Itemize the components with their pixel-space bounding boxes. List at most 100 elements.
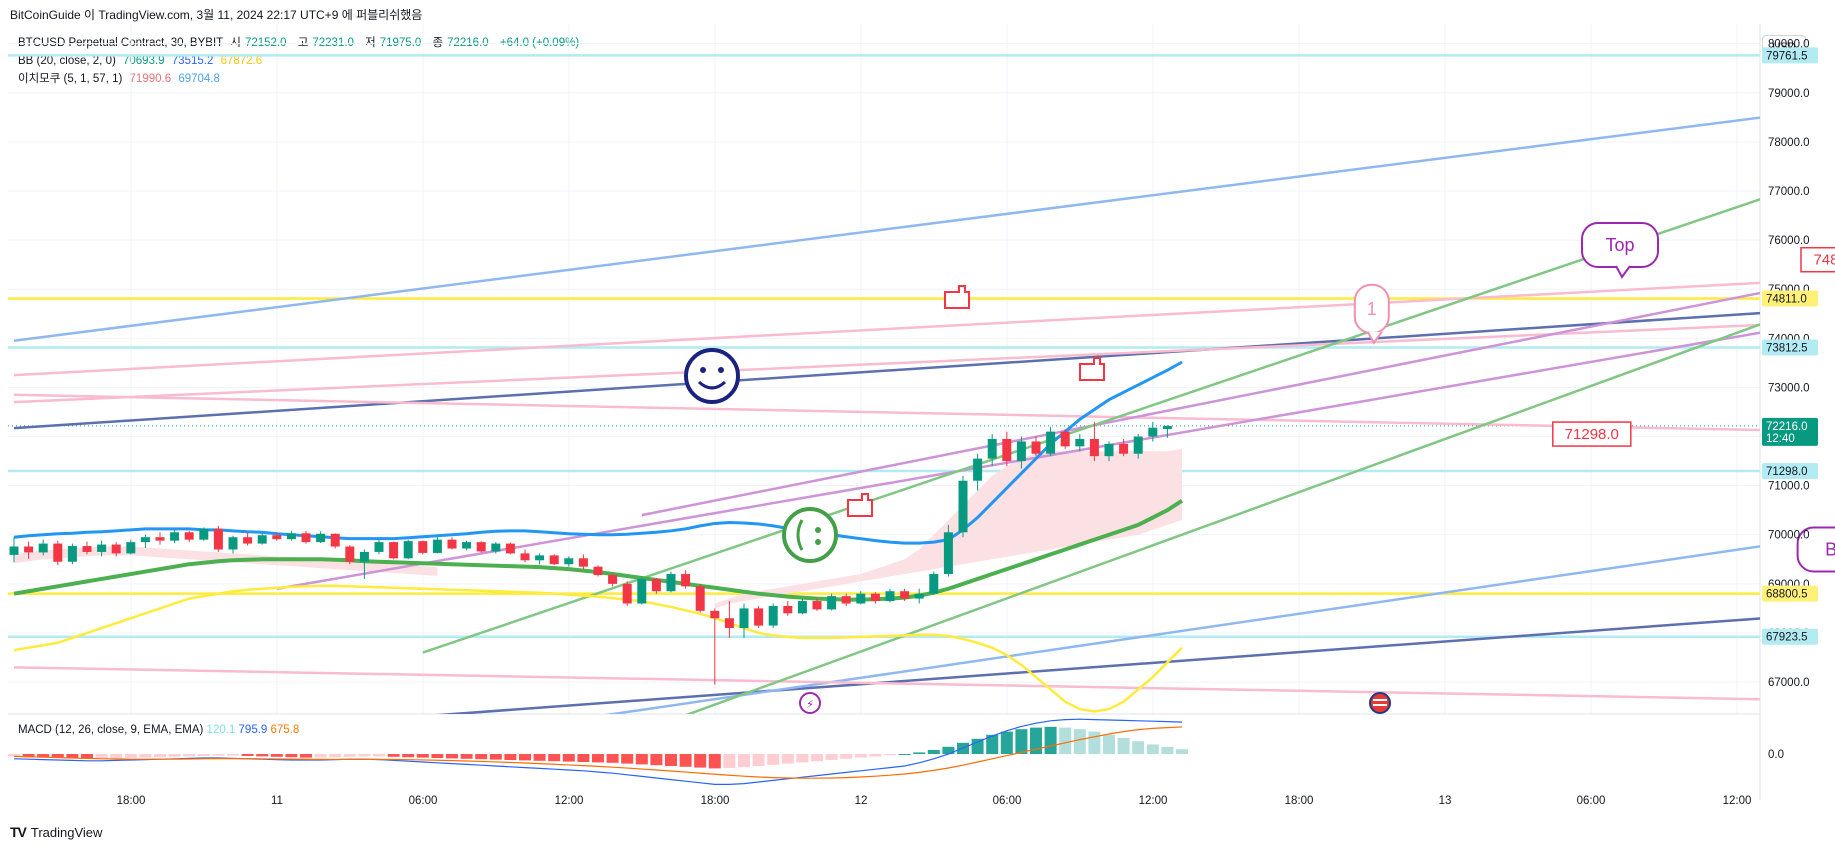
lightning-event-icon: ⚡: [799, 692, 821, 714]
tradingview-logo-icon[interactable]: TV: [10, 824, 27, 840]
smiley-eye: [718, 367, 724, 373]
bb-upper-value: 73515.2: [171, 55, 214, 67]
macd-histogram-bar: [971, 738, 984, 754]
candle-body: [67, 546, 77, 562]
macd-histogram-bar: [81, 754, 93, 759]
price-label-box: [1552, 421, 1632, 447]
candle-body: [403, 541, 413, 559]
pointing-hand-icon: [1079, 357, 1105, 381]
price-tick-label: 73000.0: [1768, 382, 1810, 394]
candle-body: [97, 544, 107, 552]
time-tick-label: 06:00: [1577, 795, 1606, 807]
candle-body: [724, 618, 734, 629]
bb-legend-row[interactable]: BB (20, close, 2, 0) 70693.9 73515.2 678…: [18, 52, 583, 70]
candle-body: [1016, 441, 1026, 462]
green-face-eye: [815, 539, 821, 545]
candle-body: [126, 542, 136, 554]
trend-line: [436, 617, 1760, 714]
candle-body: [359, 551, 369, 562]
macd-histogram-bar: [577, 754, 590, 762]
candle-body: [330, 533, 340, 547]
candle-body: [1162, 425, 1172, 430]
price-tag-text: 72216.0: [1766, 421, 1808, 433]
pointing-hand-shape: [944, 285, 970, 309]
macd-histogram-bar: [592, 754, 604, 763]
macd-histogram-bar: [913, 752, 926, 754]
macd-histogram-bar: [519, 754, 531, 761]
macd-histogram-bar: [241, 754, 254, 756]
macd-histogram-bar: [942, 746, 955, 754]
candle-body: [520, 553, 530, 561]
ichimoku-value-1: 71990.6: [129, 73, 172, 85]
ichimoku-legend-row[interactable]: 이치모쿠 (5, 1, 57, 1) 71990.6 69704.8: [18, 70, 583, 88]
macd-histogram-bar: [606, 754, 619, 763]
macd-histogram-bar: [723, 754, 736, 768]
time-tick-label: 18:00: [117, 795, 146, 807]
lightning-glyph: ⚡: [806, 699, 814, 711]
macd-histogram-bar: [66, 754, 79, 759]
macd-histogram-bar: [358, 754, 371, 757]
price-axis: 67000.068000.069000.070000.071000.072000…: [1768, 39, 1810, 689]
price-tag-bg: [1762, 417, 1818, 446]
macd-histogram-bar: [767, 754, 780, 765]
candle-body: [476, 542, 486, 552]
price-label-annotation: 71298.0: [1552, 421, 1632, 447]
candle-body: [491, 543, 501, 552]
macd-histogram-bar: [475, 754, 488, 760]
footer-brand[interactable]: TradingView: [30, 824, 103, 840]
bb-lower-line: [13, 584, 1183, 713]
signal-line: [13, 726, 1183, 779]
trend-line: [13, 393, 1760, 432]
flag-stripe: [1373, 704, 1387, 706]
candle-body: [286, 533, 296, 540]
candle-body: [38, 543, 48, 553]
macd-histogram-bar: [314, 754, 327, 758]
us-flag-event-icon: [1369, 692, 1391, 714]
symbol-legend-row[interactable]: BTCUSD Perpetual Contract, 30, BYBIT 시 72…: [18, 34, 583, 52]
macd-histogram-bar: [343, 754, 356, 757]
macd-histogram-bar: [1117, 738, 1130, 754]
macd-histogram-bar: [694, 754, 707, 768]
macd-legend[interactable]: MACD (12, 26, close, 9, EMA, EMA) 120.1 …: [18, 724, 299, 736]
macd-histogram-bar: [197, 754, 210, 756]
symbol-name[interactable]: BTCUSD Perpetual Contract, 30, BYBIT: [18, 37, 224, 49]
price-tick-label: 70000.0: [1768, 530, 1810, 542]
close-label: 종: [432, 37, 444, 49]
price-tag: 73812.5: [1762, 339, 1818, 356]
price-tag-bg: [1762, 628, 1818, 645]
candle-body: [783, 605, 793, 614]
macd-histogram-bar: [1146, 744, 1159, 754]
macd-histogram-bar: [927, 750, 940, 754]
macd-histogram-bar: [869, 754, 882, 757]
time-tick-label: 12:00: [1139, 795, 1168, 807]
macd-histogram-bar: [825, 754, 838, 760]
candle-body: [929, 574, 939, 594]
candle-body: [754, 608, 764, 626]
bb-label[interactable]: BB (20, close, 2, 0): [18, 55, 116, 67]
macd-histogram-bar: [665, 754, 677, 766]
trend-line: [685, 323, 1760, 714]
candle-body: [1075, 438, 1085, 447]
macd-histogram-bar: [431, 754, 444, 758]
macd-histogram-bar: [183, 754, 196, 757]
time-tick-label: 06:00: [993, 795, 1022, 807]
macd-histogram-bar: [562, 754, 575, 762]
macd-histogram-bar: [738, 754, 750, 768]
trend-line: [13, 116, 1760, 343]
candle-body: [505, 543, 515, 554]
high-value: 72231.0: [312, 37, 354, 49]
macd-label[interactable]: MACD (12, 26, close, 9, EMA, EMA): [18, 724, 204, 736]
smiley-eye: [700, 367, 706, 373]
macd-histogram-bar: [37, 754, 50, 758]
bb-basis-value: 70693.9: [123, 55, 165, 67]
green-face-outline: [782, 507, 838, 563]
publish-line: BitCoinGuide 이 TradingView.com, 3월 11, 2…: [10, 8, 423, 22]
candle-body: [272, 535, 282, 540]
price-tick-label: 76000.0: [1768, 235, 1810, 247]
price-tag-text: 67923.5: [1766, 632, 1808, 644]
price-tag: 79761.5: [1762, 47, 1818, 64]
ichimoku-label[interactable]: 이치모쿠 (5, 1, 57, 1): [18, 73, 123, 85]
candle-body: [637, 578, 647, 604]
candle-body: [9, 546, 19, 555]
